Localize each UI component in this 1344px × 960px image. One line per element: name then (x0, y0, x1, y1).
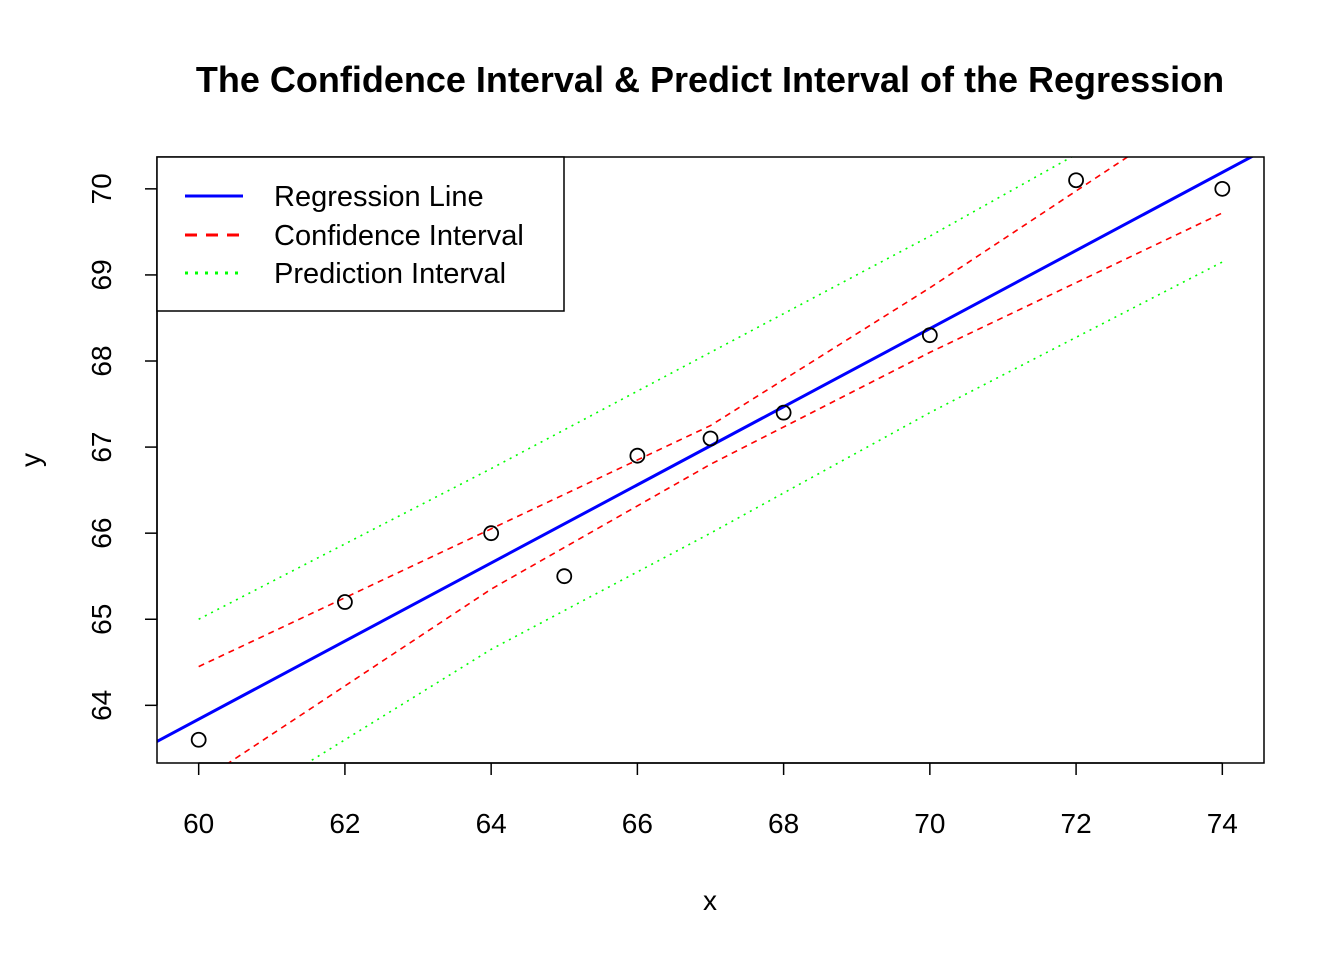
legend-label: Confidence Interval (274, 220, 524, 252)
confidence-interval-lower (227, 212, 1223, 763)
legend-box (156, 156, 565, 312)
x-tick-label: 68 (768, 808, 799, 839)
data-point (775, 404, 792, 421)
x-tick-label: 62 (329, 808, 360, 839)
y-tick-label: 66 (86, 518, 117, 549)
prediction-interval-lower (305, 261, 1223, 763)
x-tick-label: 72 (1061, 808, 1092, 839)
data-point (921, 327, 938, 344)
data-point (629, 447, 646, 464)
legend: Regression Line Confidence Interval Predic… (156, 156, 565, 312)
data-point (1214, 180, 1231, 197)
y-tick-label: 68 (86, 345, 117, 376)
y-tick-label: 69 (86, 259, 117, 290)
legend-label: Prediction Interval (274, 258, 506, 290)
y-tick-label: 64 (86, 690, 117, 721)
data-point (702, 430, 719, 447)
data-point (337, 594, 353, 610)
data-point (1068, 172, 1084, 189)
x-axis-label: x (703, 885, 717, 916)
confidence-interval-upper (198, 157, 1129, 668)
legend-label: Regression Line (274, 181, 484, 213)
x-tick-label: 74 (1207, 808, 1238, 839)
data-point (190, 731, 207, 748)
data-point (483, 525, 500, 542)
x-tick-label: 66 (622, 808, 653, 839)
x-axis: 60 62 64 66 68 70 72 74 (183, 762, 1238, 839)
data-point (556, 568, 573, 585)
chart-title: The Confidence Interval & Predict Interv… (196, 59, 1224, 100)
x-tick-label: 64 (476, 808, 507, 839)
y-tick-label: 70 (86, 173, 117, 204)
y-axis: 64 65 66 67 68 69 70 (86, 173, 158, 721)
points-layer (190, 172, 1231, 748)
y-axis-label: y (15, 453, 46, 467)
x-tick-label: 70 (914, 808, 945, 839)
plot-frame (156, 156, 1265, 764)
prediction-interval-upper (198, 157, 1074, 620)
y-tick-label: 65 (86, 604, 117, 635)
y-tick-label: 67 (86, 432, 117, 463)
x-tick-label: 60 (183, 808, 214, 839)
